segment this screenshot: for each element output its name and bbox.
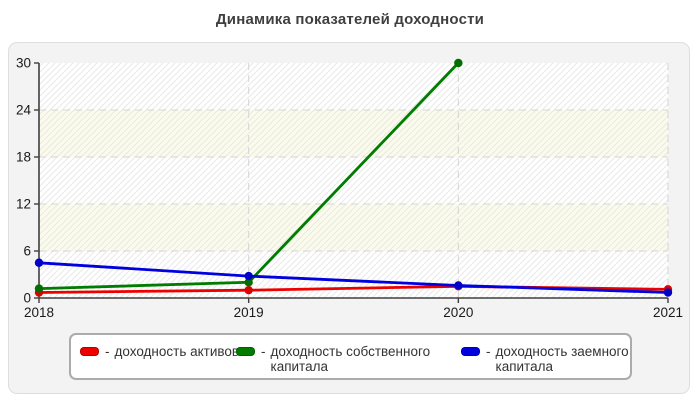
series-point-1-2 xyxy=(454,58,463,68)
y-tick-label: 12 xyxy=(16,197,31,212)
chart-title: Динамика показателей доходности xyxy=(215,11,485,28)
series-line-2 xyxy=(37,261,670,294)
legend-label-return-on-equity: доходность собственного капитала xyxy=(270,344,431,374)
chart-legend: - доходность активов - доходность собств… xyxy=(69,333,632,380)
series-point-1-0 xyxy=(34,284,44,293)
series-point-1-1 xyxy=(244,278,253,287)
chart-container: 0 6 12 18 24 30 2018 2019 2020 2021 - доходность … xyxy=(8,42,690,394)
legend-swatch-red xyxy=(80,347,99,356)
series-point-0-1 xyxy=(244,285,253,295)
x-tick-label: 2021 xyxy=(653,305,683,320)
legend-swatch-green xyxy=(236,347,255,356)
x-tick-label: 2020 xyxy=(443,305,473,320)
series-point-2-3 xyxy=(663,288,673,297)
y-tick-label: 18 xyxy=(16,150,31,165)
y-tick-label: 30 xyxy=(16,56,31,71)
series-point-2-1 xyxy=(244,271,253,281)
chart-canvas: 0 6 12 18 24 30 2018 2019 2020 2021 xyxy=(16,56,683,321)
x-tick-label: 2019 xyxy=(234,305,264,320)
series-point-2-2 xyxy=(454,281,463,290)
legend-dash: - xyxy=(105,344,110,359)
legend-label-return-on-assets: доходность активов xyxy=(114,344,240,359)
y-tick-label: 6 xyxy=(23,244,31,259)
x-tick-label: 2018 xyxy=(24,305,54,320)
legend-dash: - xyxy=(486,344,491,359)
legend-item-return-on-assets: - доходность активов xyxy=(80,344,239,359)
legend-item-return-on-debt: - доходность заемного капитала xyxy=(461,344,629,374)
plot-hatch-overlay xyxy=(39,63,668,298)
series-point-2-0 xyxy=(34,258,44,267)
legend-swatch-blue xyxy=(461,347,480,356)
y-tick-label: 0 xyxy=(23,291,31,306)
legend-dash: - xyxy=(261,344,266,359)
y-tick-label: 24 xyxy=(16,103,32,118)
legend-item-return-on-equity: - доходность собственного капитала xyxy=(236,344,430,374)
legend-label-return-on-debt: доходность заемного капитала xyxy=(495,344,629,374)
